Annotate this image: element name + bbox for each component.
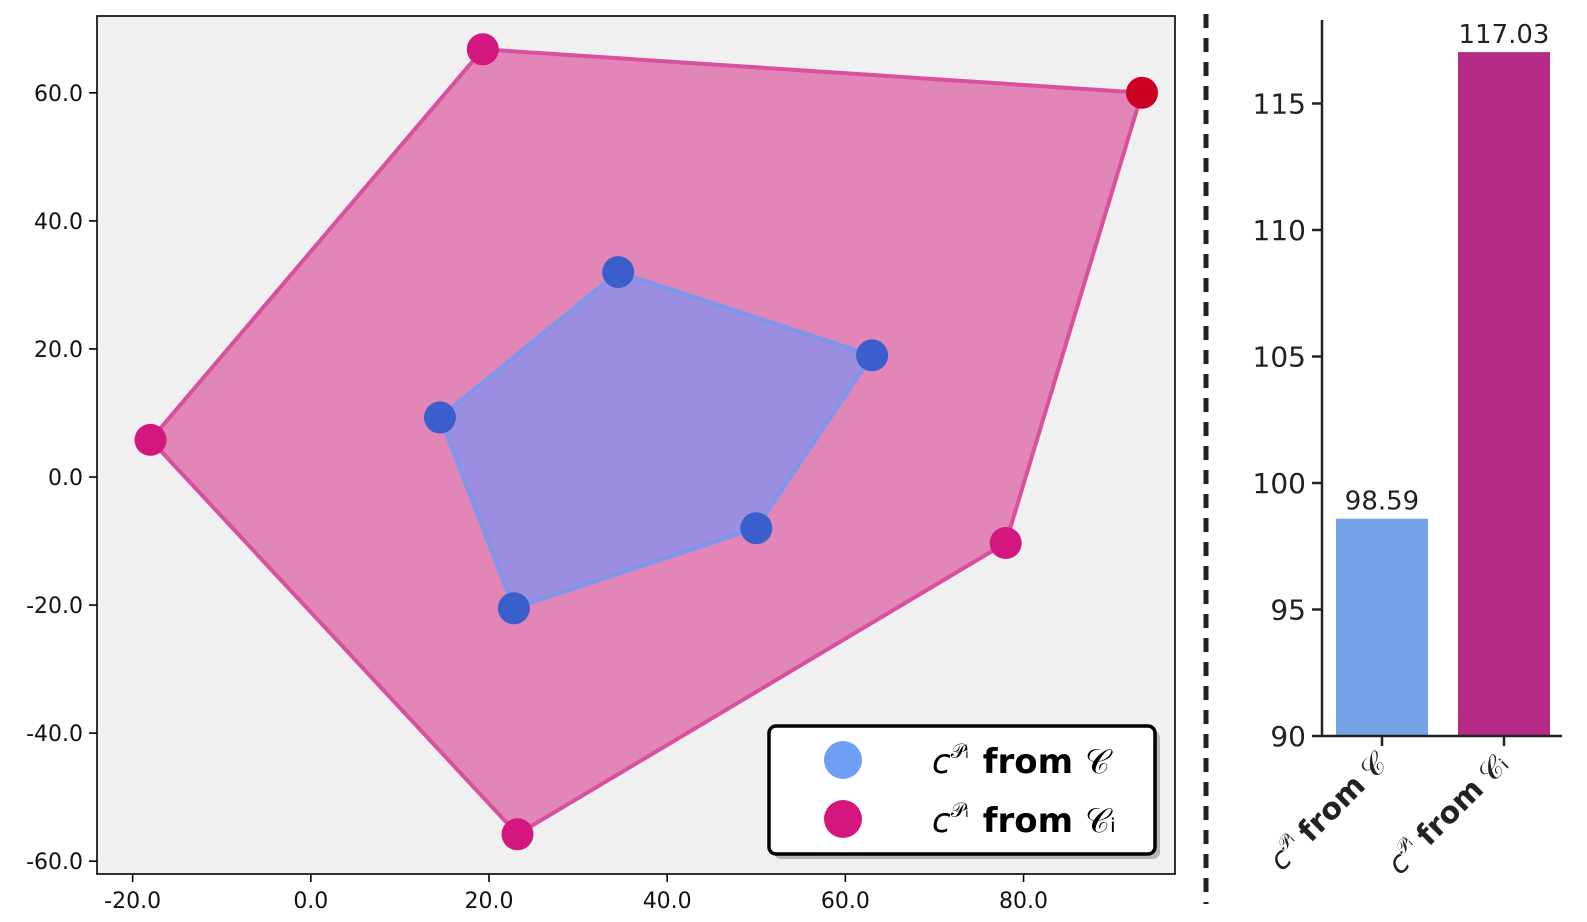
point-blue xyxy=(740,512,773,545)
legend-label-1: c𝒫ᵢ from 𝒞 xyxy=(932,739,1113,782)
bar-category-label: c𝒫ᵢfrom𝒞ᵢ xyxy=(1379,745,1516,882)
x-tick-label: 0.0 xyxy=(293,889,328,914)
scatter-x-axis: -20.0 0.0 20.0 40.0 60.0 80.0 xyxy=(104,874,1048,914)
bar-y-tick-label: 105 xyxy=(1253,340,1306,373)
legend-c-2: c xyxy=(932,801,951,841)
point-magenta xyxy=(134,423,167,456)
bar-y-tick-label: 115 xyxy=(1253,87,1306,120)
point-magenta xyxy=(466,33,499,66)
bar-panel: 98.59 117.03 90 95 100 105 110 115 c𝒫ᵢfrom𝒞c𝒫ᵢ… xyxy=(1253,20,1562,882)
y-tick-label: 40.0 xyxy=(34,210,83,235)
point-magenta xyxy=(1126,76,1158,109)
legend-set-2: 𝒞ᵢ xyxy=(1085,801,1116,841)
scatter-panel: -20.0 0.0 20.0 40.0 60.0 80.0 -60.0 -40.0 -20.0… xyxy=(26,15,1176,914)
y-tick-label: -60.0 xyxy=(26,850,83,875)
scatter-y-axis: -60.0 -40.0 -20.0 0.0 20.0 40.0 60.0 xyxy=(26,82,97,875)
x-tick-label: 20.0 xyxy=(465,889,514,914)
bar-value-label: 98.59 xyxy=(1345,487,1419,517)
x-tick-label: 40.0 xyxy=(643,889,692,914)
hull-blue xyxy=(438,270,875,611)
legend-label-2: c𝒫ᵢ from 𝒞ᵢ xyxy=(932,798,1116,841)
bar-value-label: 117.03 xyxy=(1459,20,1550,50)
bar-category-text: c𝒫ᵢfrom𝒞 xyxy=(1261,743,1396,878)
x-tick-label: 80.0 xyxy=(999,889,1048,914)
point-blue xyxy=(856,339,889,372)
point-blue xyxy=(424,401,456,434)
bar-y-tick-label: 90 xyxy=(1270,720,1306,753)
point-blue xyxy=(497,592,530,625)
point-layer xyxy=(134,33,1158,851)
bar-blue xyxy=(1336,518,1428,736)
bar-y-tick-label: 110 xyxy=(1253,214,1306,247)
point-magenta xyxy=(501,818,534,851)
bar-y-tick-label: 100 xyxy=(1253,467,1306,500)
x-tick-label: 60.0 xyxy=(821,889,870,914)
y-tick-label: -20.0 xyxy=(26,594,83,619)
x-tick-label: -20.0 xyxy=(104,889,161,914)
legend-set-1: 𝒞 xyxy=(1085,742,1113,782)
y-tick-label: 0.0 xyxy=(48,466,83,491)
legend: c𝒫ᵢ from 𝒞 c𝒫ᵢ from 𝒞ᵢ xyxy=(767,724,1160,859)
point-magenta xyxy=(989,527,1022,559)
legend-marker-blue xyxy=(824,741,862,779)
legend-box xyxy=(767,724,1157,856)
hull-layer xyxy=(148,47,1144,837)
legend-sup-2: 𝒫ᵢ xyxy=(951,798,969,822)
legend-from-1: from xyxy=(983,742,1073,782)
y-tick-label: -40.0 xyxy=(26,722,83,747)
y-tick-label: 60.0 xyxy=(34,82,83,107)
bar-magenta xyxy=(1458,52,1550,737)
bar-layer: 98.59 117.03 xyxy=(1336,20,1550,737)
bar-y-axis: 90 95 100 105 110 115 xyxy=(1253,87,1322,753)
legend-marker-magenta xyxy=(824,800,862,838)
bar-category-text: c𝒫ᵢfrom𝒞ᵢ xyxy=(1379,745,1515,881)
point-blue xyxy=(602,256,635,289)
legend-sup-1: 𝒫ᵢ xyxy=(951,739,969,763)
bar-y-tick-label: 95 xyxy=(1270,593,1306,626)
legend-c-1: c xyxy=(932,742,951,782)
legend-from-2: from xyxy=(983,801,1073,841)
y-tick-label: 20.0 xyxy=(34,338,83,363)
bar-category-label: c𝒫ᵢfrom𝒞 xyxy=(1261,743,1396,878)
